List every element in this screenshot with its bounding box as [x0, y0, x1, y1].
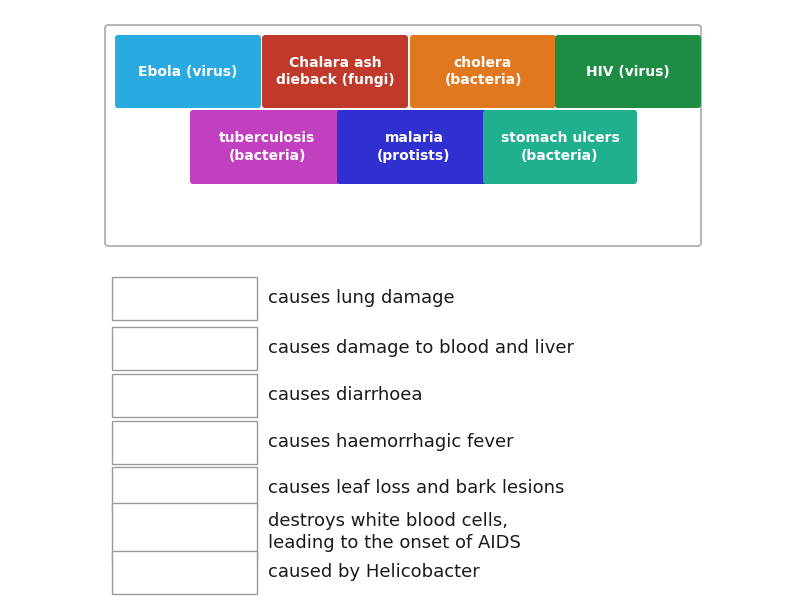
FancyBboxPatch shape — [483, 110, 637, 184]
FancyBboxPatch shape — [115, 35, 261, 108]
FancyBboxPatch shape — [337, 110, 491, 184]
Text: HIV (virus): HIV (virus) — [586, 64, 670, 79]
Text: causes diarrhoea: causes diarrhoea — [268, 386, 422, 404]
Text: stomach ulcers
(bacteria): stomach ulcers (bacteria) — [501, 131, 619, 163]
FancyBboxPatch shape — [555, 35, 701, 108]
Text: causes leaf loss and bark lesions: causes leaf loss and bark lesions — [268, 479, 564, 497]
Text: destroys white blood cells,
leading to the onset of AIDS: destroys white blood cells, leading to t… — [268, 512, 521, 553]
FancyBboxPatch shape — [112, 373, 257, 416]
FancyBboxPatch shape — [105, 25, 701, 246]
FancyBboxPatch shape — [112, 503, 257, 561]
Text: cholera
(bacteria): cholera (bacteria) — [444, 56, 522, 87]
FancyBboxPatch shape — [112, 467, 257, 509]
FancyBboxPatch shape — [190, 110, 344, 184]
FancyBboxPatch shape — [112, 277, 257, 319]
Text: causes lung damage: causes lung damage — [268, 289, 454, 307]
FancyBboxPatch shape — [112, 421, 257, 463]
Text: caused by Helicobacter: caused by Helicobacter — [268, 563, 480, 581]
Text: malaria
(protists): malaria (protists) — [378, 131, 450, 163]
FancyBboxPatch shape — [410, 35, 556, 108]
Text: tuberculosis
(bacteria): tuberculosis (bacteria) — [219, 131, 315, 163]
FancyBboxPatch shape — [262, 35, 408, 108]
FancyBboxPatch shape — [112, 551, 257, 593]
Text: Ebola (virus): Ebola (virus) — [138, 64, 238, 79]
Text: causes damage to blood and liver: causes damage to blood and liver — [268, 339, 574, 357]
Text: causes haemorrhagic fever: causes haemorrhagic fever — [268, 433, 514, 451]
Text: Chalara ash
dieback (fungi): Chalara ash dieback (fungi) — [276, 56, 394, 87]
FancyBboxPatch shape — [112, 326, 257, 370]
